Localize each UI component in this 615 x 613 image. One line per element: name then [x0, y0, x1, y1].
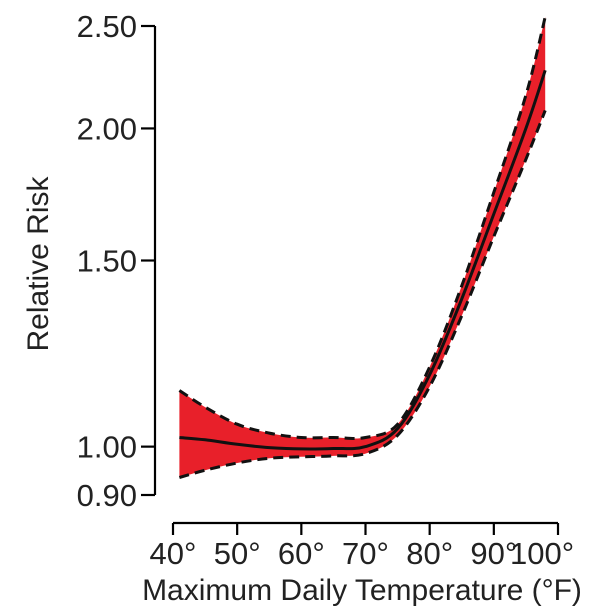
- lower-bound-line: [178, 109, 547, 479]
- y-axis-ticks: 0.90 1.00 1.50 2.00 2.50: [77, 9, 155, 513]
- y-axis-title: Relative Risk: [22, 175, 55, 351]
- x-tick-label: 100°: [510, 536, 574, 571]
- x-tick-label: 80°: [406, 536, 453, 571]
- y-tick-label: 2.00: [77, 111, 137, 146]
- x-tick-label: 70°: [342, 536, 389, 571]
- x-tick-label: 90°: [470, 536, 517, 571]
- x-axis: 40° 50° 60° 70° 80° 90°100°: [150, 521, 574, 571]
- y-tick-label: 2.50: [77, 9, 137, 44]
- x-axis-title: Maximum Daily Temperature (°F): [142, 574, 582, 607]
- x-tick-label: 40°: [150, 536, 197, 571]
- y-axis: 0.90 1.00 1.50 2.00 2.50: [77, 9, 157, 513]
- y-tick-label: 1.00: [77, 430, 137, 465]
- y-tick-label: 0.90: [77, 478, 137, 513]
- upper-bound-line: [178, 16, 547, 441]
- x-axis-ticks: 40° 50° 60° 70° 80° 90°100°: [150, 523, 574, 571]
- plot-area: [178, 16, 547, 479]
- y-tick-label: 1.50: [77, 244, 137, 279]
- x-tick-label: 50°: [214, 536, 261, 571]
- confidence-band: [179, 16, 546, 478]
- x-tick-label: 60°: [278, 536, 325, 571]
- estimate-line: [179, 69, 547, 451]
